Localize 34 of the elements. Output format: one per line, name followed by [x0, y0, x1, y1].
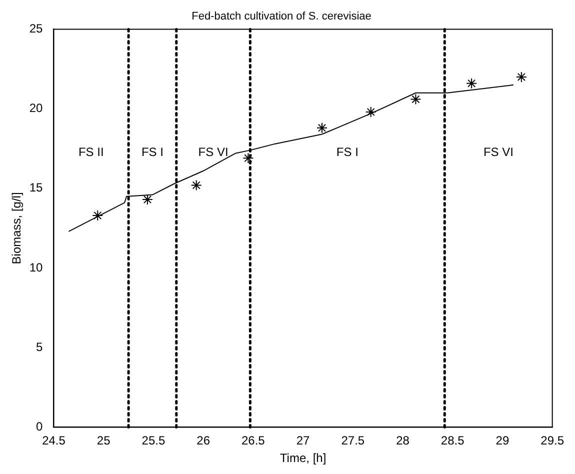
point [316, 122, 328, 134]
point [516, 71, 527, 82]
x-tick-label: 26 [196, 434, 210, 448]
x-axis-title: Time, [h] [280, 451, 326, 466]
y-tick-label: 25 [29, 22, 44, 36]
y-tick-label: 20 [29, 101, 44, 116]
x-tick-label: 27 [296, 434, 310, 448]
annotation: FS VI [483, 144, 514, 159]
point [92, 210, 104, 221]
y-tick-label: 5 [36, 340, 44, 354]
y-tick-label: 0 [36, 420, 44, 434]
point [365, 106, 376, 118]
x-tick-label: 29.5 [540, 434, 564, 448]
point [242, 152, 254, 164]
x-tick-label: 29 [496, 434, 510, 448]
y-tick-label: 15 [29, 180, 44, 195]
annotation: FS II [78, 144, 104, 159]
point [410, 94, 422, 105]
point [190, 180, 202, 191]
x-tick-label: 28 [396, 434, 410, 448]
annotation: FS I [336, 144, 358, 159]
x-tick-label: 25.5 [142, 434, 166, 448]
chart-title: Fed-batch cultivation of S. cerevisiae [192, 10, 372, 23]
point [142, 194, 153, 206]
point [466, 78, 478, 89]
annotation: FS VI [198, 144, 228, 159]
annotation: FS I [141, 144, 164, 159]
y-axis-title: Biomass, [g/l] [10, 192, 24, 264]
x-tick-label: 26.5 [242, 434, 266, 448]
x-tick-label: 27.5 [341, 434, 365, 448]
x-tick-label: 24.5 [42, 434, 66, 448]
x-tick-label: 25 [96, 434, 111, 448]
x-tick-label: 28.5 [440, 434, 465, 448]
y-tick-label: 10 [29, 260, 44, 274]
